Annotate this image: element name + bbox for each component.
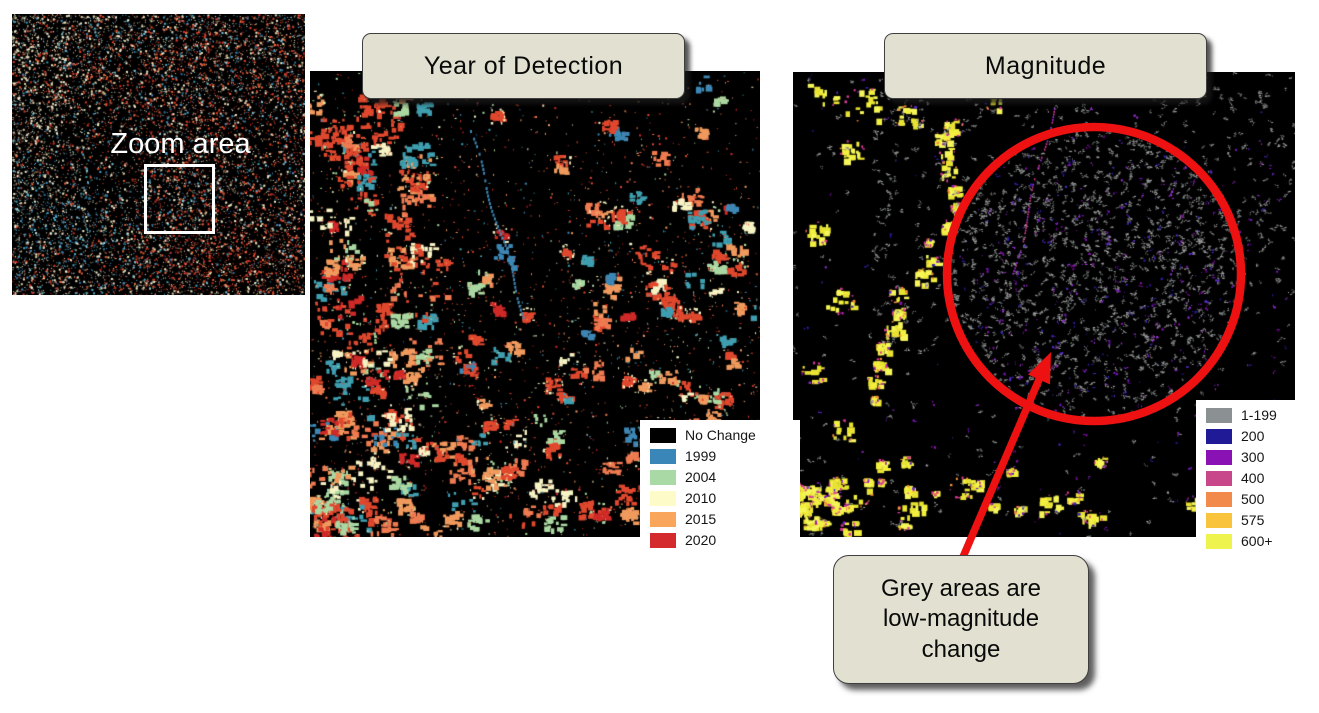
legend-swatch: [1206, 429, 1232, 444]
legend-label: 2004: [685, 469, 717, 485]
magnitude-title-text: Magnitude: [984, 51, 1107, 80]
year-title-box: Year of Detection: [362, 33, 685, 99]
legend-row: 2010: [650, 491, 790, 506]
legend-swatch: [650, 470, 676, 485]
legend-label: 1-199: [1241, 407, 1277, 423]
year-legend: No Change 1999 2004 2010 2015 2020: [640, 420, 800, 556]
legend-row: 2004: [650, 470, 790, 485]
legend-label: 2020: [685, 532, 717, 548]
callout-text: Grey areas are low-magnitude change: [880, 575, 1042, 663]
legend-swatch: [1206, 534, 1232, 549]
legend-label: 575: [1241, 512, 1265, 528]
magnitude-title-box: Magnitude: [884, 33, 1207, 99]
zoom-area-label: Zoom area: [110, 128, 251, 160]
legend-swatch: [1206, 408, 1232, 423]
legend-row: 300: [1206, 450, 1319, 465]
zoom-area-rectangle: [144, 164, 215, 234]
legend-row: 2015: [650, 512, 790, 527]
legend-row: 575: [1206, 513, 1319, 528]
legend-swatch: [650, 449, 676, 464]
overview-map: Zoom area: [10, 12, 307, 297]
legend-row: 500: [1206, 492, 1319, 507]
callout-box: Grey areas are low-magnitude change: [833, 555, 1089, 684]
magnitude-legend: 1-199 200 300 400 500 575 600+: [1196, 400, 1319, 557]
legend-label: 600+: [1241, 533, 1273, 549]
legend-row: 2020: [650, 533, 790, 548]
legend-swatch: [1206, 471, 1232, 486]
legend-label: 2010: [685, 490, 717, 506]
legend-row: 400: [1206, 471, 1319, 486]
legend-label: 300: [1241, 449, 1265, 465]
legend-swatch: [650, 533, 676, 548]
legend-label: 500: [1241, 491, 1265, 507]
legend-row: 1-199: [1206, 408, 1319, 423]
legend-swatch: [1206, 513, 1232, 528]
legend-swatch: [650, 512, 676, 527]
legend-label: 200: [1241, 428, 1265, 444]
year-title-text: Year of Detection: [423, 51, 624, 80]
legend-row: 1999: [650, 449, 790, 464]
legend-swatch: [650, 428, 676, 443]
legend-swatch: [650, 491, 676, 506]
legend-label: 1999: [685, 448, 717, 464]
legend-swatch: [1206, 492, 1232, 507]
legend-row: 600+: [1206, 534, 1319, 549]
legend-row: 200: [1206, 429, 1319, 444]
legend-row: No Change: [650, 428, 790, 443]
legend-swatch: [1206, 450, 1232, 465]
legend-label: 400: [1241, 470, 1265, 486]
overview-map-image: [12, 14, 305, 295]
legend-label: 2015: [685, 511, 717, 527]
legend-label: No Change: [685, 427, 756, 443]
